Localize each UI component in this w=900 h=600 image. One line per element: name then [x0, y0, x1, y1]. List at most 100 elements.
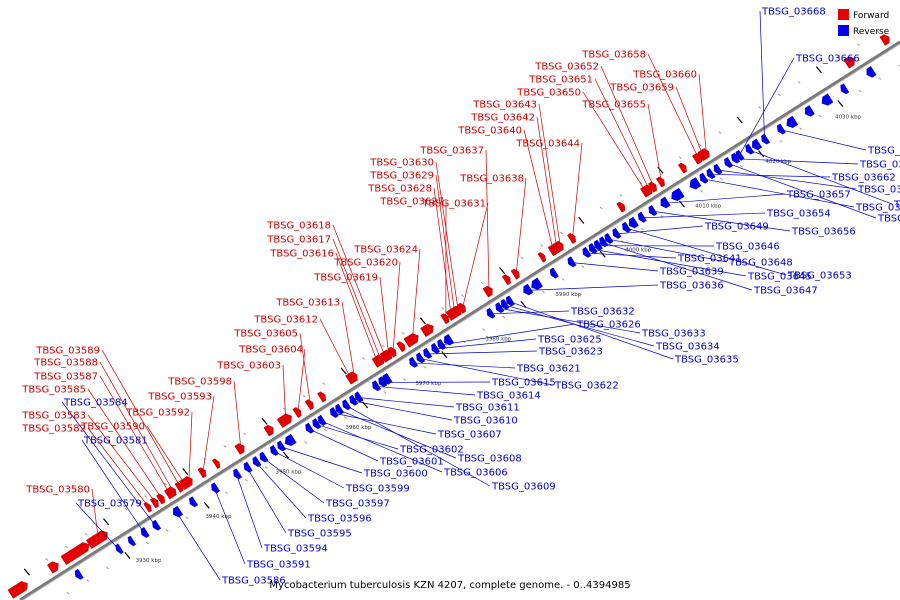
leader-line: [280, 446, 363, 474]
forward-gene-label: TBSG_03624: [353, 245, 418, 256]
leader-line: [594, 78, 650, 190]
reverse-gene-label: TBSG_03666: [795, 54, 860, 65]
forward-gene-03620: [387, 346, 397, 358]
reverse-gene-03596: [252, 456, 262, 468]
reverse-gene-03645: [588, 242, 598, 254]
reverse-gene-label: TBSG_03639: [659, 267, 724, 278]
reverse-gene-label: TBSG_03657: [786, 190, 851, 201]
axis-tick: [581, 265, 585, 269]
forward-gene-label: TBSG_03589: [35, 346, 100, 357]
reverse-gene-03586: [173, 505, 184, 518]
forward-gene: [47, 561, 59, 574]
forward-gene-label: TBSG_03604: [238, 345, 303, 356]
axis-tick: [383, 390, 387, 394]
leader-line: [412, 362, 516, 369]
forward-gene-label: TBSG_03613: [275, 298, 340, 309]
leader-line: [702, 178, 855, 208]
leader-line: [625, 227, 787, 276]
forward-gene-03583: [149, 497, 159, 509]
leader-line: [91, 488, 99, 539]
axis-tick: [165, 529, 169, 532]
forward-gene-label: TBSG_03642: [470, 113, 535, 124]
axis-tick-label: 4010 kbp: [695, 203, 721, 209]
leader-line: [727, 162, 877, 219]
forward-gene-label: TBSG_03603: [216, 361, 281, 372]
forward-gene-label: TBSG_03587: [33, 372, 98, 383]
axis-tick: [261, 417, 268, 425]
reverse-gene-label: TBSG_03665: [859, 160, 900, 171]
leader-line: [426, 350, 538, 355]
axis-tick: [720, 177, 723, 181]
reverse-gene-label: TBSG_03664: [877, 214, 900, 225]
reverse-gene-03639: [567, 256, 577, 268]
axis-tick: [698, 143, 702, 147]
reverse-gene-label: TBSG_03635: [674, 355, 739, 366]
axis-tick: [145, 541, 149, 545]
axis-tick: [779, 139, 783, 143]
reverse-gene-label: TBSG_03599: [345, 484, 410, 495]
leader-line: [526, 284, 659, 291]
leader-line: [647, 103, 662, 182]
reverse-gene-label: TBSG_03625: [537, 335, 602, 346]
reverse-gene: [671, 187, 685, 202]
leader-line: [641, 212, 766, 219]
forward-gene-label: TBSG_03592: [125, 408, 190, 419]
leader-line: [101, 349, 181, 487]
forward-gene-label: TBSG_03651: [528, 75, 593, 86]
forward-gene-label: TBSG_03638: [459, 174, 524, 185]
axis-tick: [700, 190, 704, 193]
reverse-gene-label: TBSG_03662: [831, 173, 896, 184]
axis-shadow: [22, 43, 900, 600]
reverse-gene-label: TBSG_03623: [538, 347, 603, 358]
leader-line: [675, 86, 704, 156]
reverse-gene-label: TBSG_03614: [476, 391, 541, 402]
forward-gene-label: TBSG_03644: [515, 139, 580, 150]
forward-gene-03655: [655, 176, 665, 188]
reverse-gene-label: TBSG_03653: [787, 271, 852, 282]
reverse-gene: [189, 496, 199, 508]
forward-gene-03619: [383, 349, 393, 361]
leader-line: [570, 262, 659, 272]
axis-tick: [419, 317, 426, 325]
leader-line: [462, 202, 489, 308]
axis-tick: [225, 491, 228, 495]
leader-line: [81, 439, 145, 534]
axis-tick: [578, 216, 585, 224]
leader-line: [319, 318, 352, 379]
forward-gene-03644: [567, 233, 576, 244]
reverse-gene: [127, 535, 137, 547]
leader-line: [664, 193, 786, 204]
reverse-gene-03623: [423, 347, 433, 359]
reverse-gene-03606: [317, 414, 327, 426]
axis-tick: [858, 89, 862, 93]
axis-tick: [45, 558, 49, 561]
axis-tick: [106, 566, 110, 570]
forward-gene-03624: [403, 333, 419, 348]
reverse-gene-03601: [305, 422, 315, 434]
forward-gene-label: TBSG_03660: [632, 70, 697, 81]
reverse-gene-03646: [593, 239, 603, 251]
gene-labels: TBSG_03580 TBSG_03582 TBSG_03583 TBSG_03585…: [21, 7, 900, 587]
leader-line: [299, 332, 311, 405]
axis-tick: [561, 277, 565, 281]
axis-tick: [244, 478, 248, 482]
axis-tick-label: 3970 kbp: [415, 381, 441, 387]
reverse-gene: [689, 177, 702, 190]
reverse-gene-label: TBSG_03645: [747, 272, 812, 283]
axis-tick: [144, 495, 148, 498]
axis-tick: [857, 43, 860, 46]
reverse-gene-label: TBSG_03656: [791, 227, 856, 238]
reverse-gene: [382, 373, 393, 385]
leader-line: [435, 161, 459, 311]
reverse-gene-label: TBSG_03591: [246, 560, 311, 571]
axis-tick: [541, 290, 545, 294]
axis-tick: [815, 66, 822, 74]
legend-forward-label: Forward: [853, 11, 889, 21]
axis-tick: [362, 357, 365, 360]
forward-gene-label: TBSG_03612: [253, 315, 318, 326]
axis-tick: [640, 227, 644, 231]
leader-line: [738, 57, 795, 157]
axis-tick: [837, 55, 841, 59]
leader-line: [99, 375, 170, 494]
